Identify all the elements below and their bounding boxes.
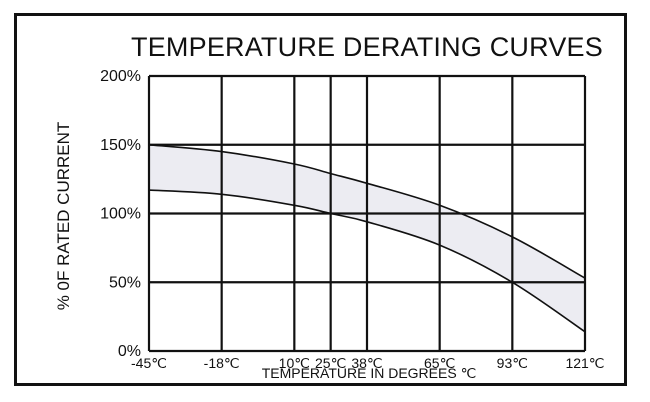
derating-chart: 0% 50% 100% 150% 200% -45℃ -18℃ 10℃ 25℃ 38℃ 65℃ 93… [54,32,605,381]
derating-band [149,144,585,332]
y-tick-label: 0% [118,343,141,360]
series-line-lower [148,189,586,333]
x-tick-label: 93℃ [497,355,528,371]
x-tick-label: 121℃ [565,355,604,371]
y-axis-title: % 0F RATED CURRENT [54,122,73,311]
series-lines [148,144,586,333]
x-tick-label: -18℃ [204,355,240,371]
x-tick-label: 25℃ [315,355,346,371]
y-axis-ticks: 0% 50% 100% 150% 200% [100,68,141,360]
x-tick-label: 65℃ [424,355,455,371]
y-tick-label: 200% [100,68,141,85]
y-tick-label: 50% [109,274,141,291]
chart-title: TEMPERATURE DERATING CURVES [131,32,603,62]
x-tick-label: 38℃ [351,355,382,371]
series-line-upper [148,144,586,279]
y-tick-label: 150% [100,137,141,154]
x-axis-title: TEMPERATURE IN DEGREES ℃ [262,365,477,381]
derating-band-fill [149,144,585,332]
x-tick-label: -45℃ [131,355,167,371]
x-axis-ticks: -45℃ -18℃ 10℃ 25℃ 38℃ 65℃ 93℃ 121℃ [131,355,605,371]
chart-frame: 0% 50% 100% 150% 200% -45℃ -18℃ 10℃ 25℃ 38℃ 65℃ 93… [14,13,627,386]
y-tick-label: 100% [100,206,141,223]
x-tick-label: 10℃ [279,355,310,371]
